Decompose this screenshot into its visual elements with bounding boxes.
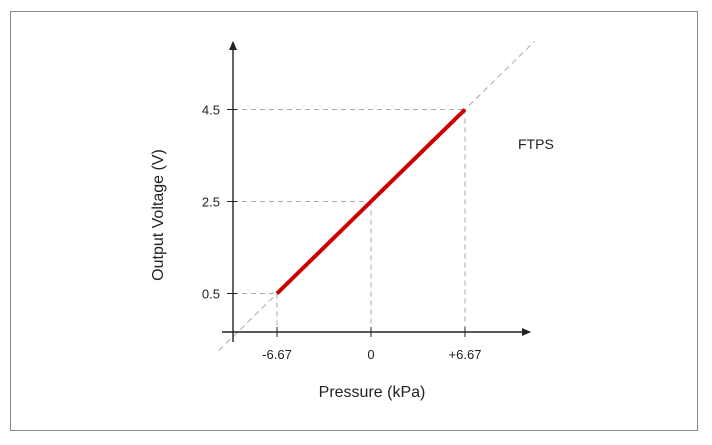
ftps-annotation: FTPS [518, 136, 554, 152]
x-tick-label: +6.67 [449, 347, 482, 362]
x-tick-label: -6.67 [262, 347, 292, 362]
x-tick-label: 0 [367, 347, 374, 362]
chart-frame [10, 11, 698, 431]
y-tick-label: 4.5 [202, 103, 220, 118]
tick-marks [227, 109, 466, 337]
series-line [275, 108, 467, 295]
guide-lines [233, 109, 466, 332]
tick-labels: -6.67 0 +6.67 0.5 2.5 4.5 [202, 103, 482, 363]
y-tick-label: 2.5 [202, 195, 220, 210]
x-axis-title: Pressure (kPa) [319, 384, 426, 401]
y-tick-label: 0.5 [202, 287, 220, 302]
y-axis-title: Output Voltage (V) [150, 149, 167, 281]
